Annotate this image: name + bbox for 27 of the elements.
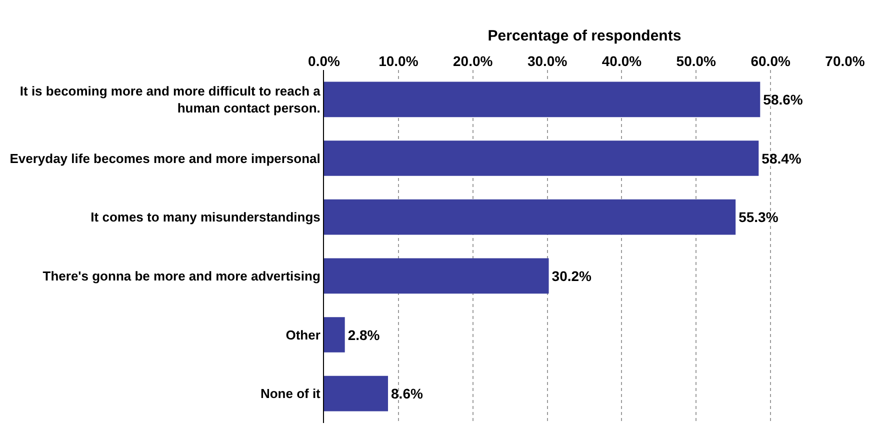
bar [324, 258, 549, 294]
bar [324, 317, 345, 352]
y-tick-label: It comes to many misunderstandings [90, 210, 320, 225]
bar [324, 140, 759, 176]
x-tick-label: 0.0% [308, 53, 340, 70]
y-tick-label: None of it [260, 386, 322, 402]
data-label: 2.8% [348, 326, 380, 343]
x-tick-label: 10.0% [378, 53, 419, 70]
y-tick-label: Other [286, 327, 320, 342]
bar [324, 82, 760, 118]
x-tick-label: 20.0% [453, 53, 494, 70]
y-tick-label: There's gonna be more and more advertising [42, 268, 320, 284]
data-label: 8.6% [391, 386, 424, 402]
x-tick-label: 70.0% [825, 53, 866, 70]
y-tick-label: It is becoming more and more difficult to reach a human contact person. [20, 84, 322, 116]
x-tick-label: 60.0% [750, 53, 791, 70]
x-tick-label: 50.0% [676, 53, 717, 70]
x-tick-label: 30.0% [527, 53, 568, 70]
x-tick-label: 40.0% [602, 53, 642, 70]
data-label: 58.6% [763, 91, 804, 108]
bar [324, 376, 388, 412]
y-tick-label: Everyday life becomes more and more impersonal [10, 150, 320, 166]
data-label: 58.4% [762, 150, 802, 166]
bar [324, 199, 736, 235]
x-axis-title: Percentage of respondents [488, 27, 682, 44]
data-label: 55.3% [738, 209, 779, 226]
data-label: 30.2% [552, 268, 592, 284]
